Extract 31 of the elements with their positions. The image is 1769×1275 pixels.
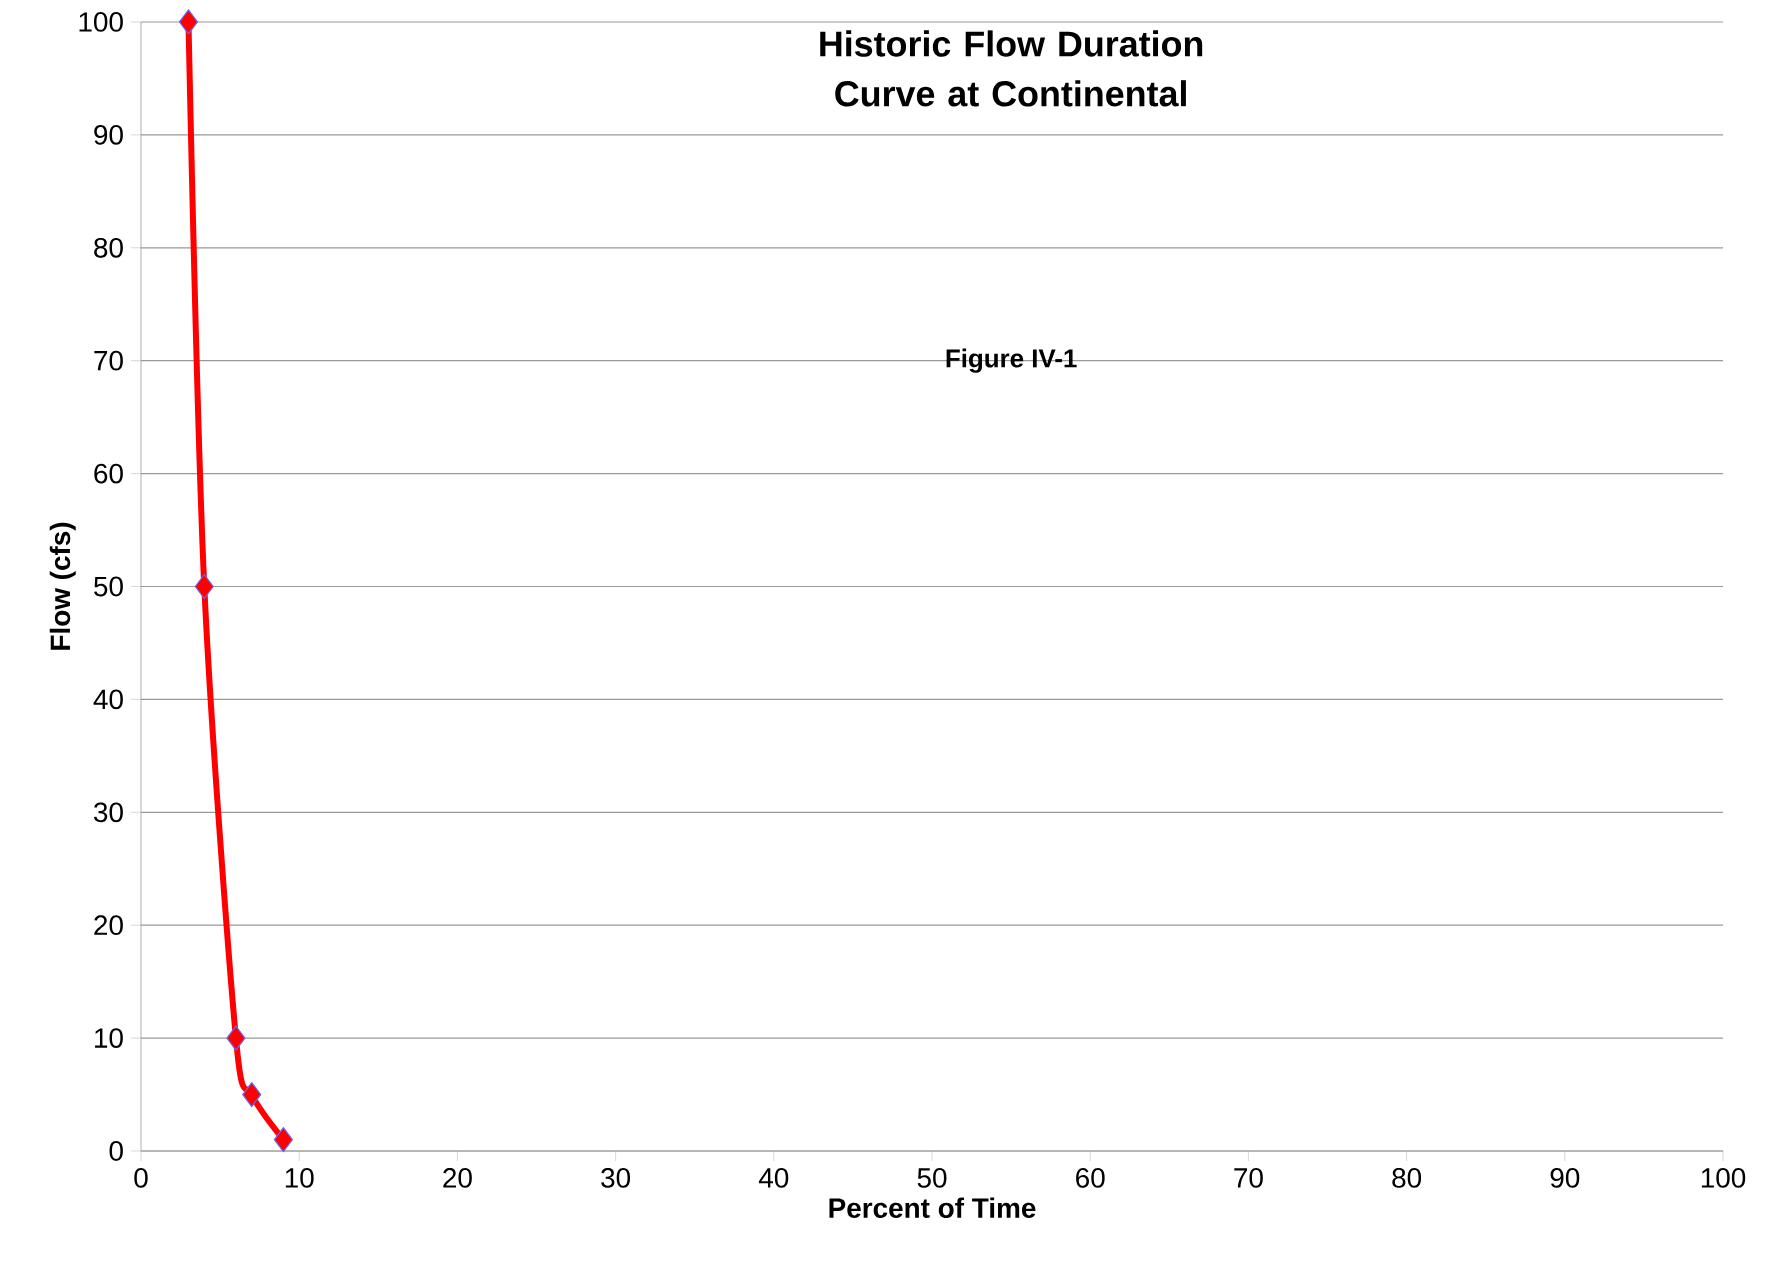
point: [242, 1081, 262, 1108]
x-tick-label: 20: [443, 1168, 472, 1188]
point: [194, 573, 214, 600]
y-tick-label: 30: [94, 802, 123, 823]
x-tick-label: 50: [917, 1168, 947, 1188]
x-tick-label: 90: [1550, 1168, 1580, 1188]
x-tick-label: 80: [1392, 1168, 1422, 1188]
y-axis-title: Flow (cfs): [49, 522, 76, 650]
point: [226, 1025, 246, 1051]
x-tick-label: 0: [134, 1168, 148, 1188]
y-tick-label: 50: [94, 576, 123, 597]
y-tick-label: 90: [94, 124, 123, 145]
x-axis-title: Percent of Time: [829, 1197, 1036, 1218]
y-tick-label: 40: [93, 689, 123, 710]
x-tick-label: 70: [1234, 1168, 1263, 1188]
y-tick-label: 0: [109, 1141, 123, 1161]
y-tick-label: 100: [79, 12, 123, 32]
point: [273, 1127, 293, 1153]
text: Historic Flow Duration Curve at Continental: [820, 30, 1203, 107]
x-tick-label: 40: [758, 1168, 789, 1188]
y-tick-label: 70: [94, 350, 123, 371]
y-tick-label: 80: [94, 237, 123, 258]
x-tick-label: 30: [601, 1168, 631, 1188]
x-tick-label: 100: [1701, 1168, 1746, 1188]
y-tick-label: 60: [94, 463, 123, 484]
y-tick-label: 20: [94, 915, 123, 936]
x-tick-label: 10: [285, 1168, 314, 1188]
point: [178, 9, 199, 35]
y-tick-label: 10: [95, 1028, 123, 1048]
x-tick-label: 60: [1076, 1168, 1105, 1188]
text: Figure IV-1: [946, 348, 1077, 373]
